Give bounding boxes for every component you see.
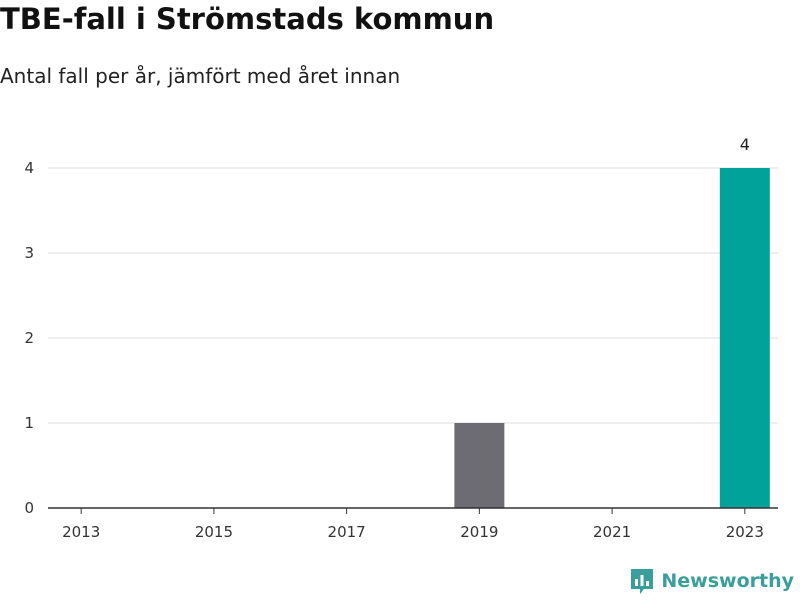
y-tick-label: 4 — [24, 159, 34, 177]
y-tick-label: 1 — [24, 414, 34, 432]
brand-name: Newsworthy — [661, 570, 794, 592]
brand: Newsworthy — [629, 567, 794, 595]
y-tick-label: 2 — [24, 329, 34, 347]
y-tick-label: 0 — [24, 499, 34, 517]
x-tick-label: 2017 — [328, 523, 366, 541]
chart-subtitle: Antal fall per år, jämfört med året inna… — [0, 64, 401, 88]
data-label: 4 — [740, 135, 750, 154]
newsworthy-logo-icon — [631, 569, 654, 594]
x-tick-label: 2019 — [460, 523, 498, 541]
bar-2023 — [719, 168, 770, 508]
x-tick-label: 2021 — [593, 523, 631, 541]
bar-2019 — [454, 423, 505, 508]
x-tick-label: 2013 — [62, 523, 100, 541]
x-tick-label: 2015 — [195, 523, 233, 541]
y-tick-label: 3 — [24, 244, 34, 262]
chart-title: TBE-fall i Strömstads kommun — [0, 2, 495, 36]
x-tick-label: 2023 — [726, 523, 764, 541]
